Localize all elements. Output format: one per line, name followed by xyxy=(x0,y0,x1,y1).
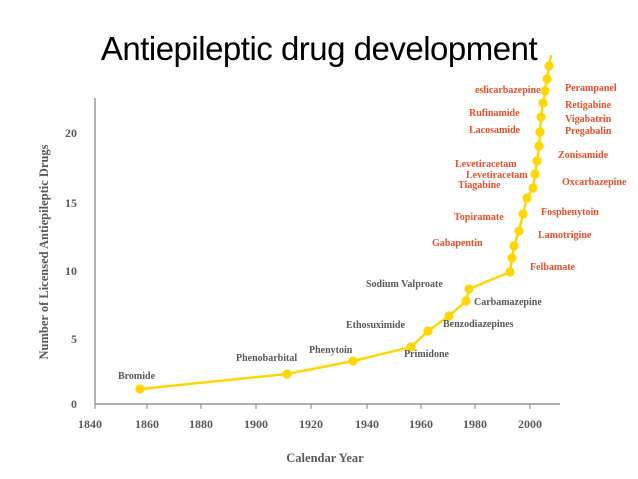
point-label: Benzodiazepines xyxy=(443,319,514,330)
data-point xyxy=(282,369,292,379)
data-point xyxy=(509,241,519,251)
point-label: Phenobarbital xyxy=(236,353,297,364)
x-tick-label: 1940 xyxy=(355,417,379,431)
data-point xyxy=(542,74,552,84)
data-point xyxy=(348,356,358,366)
y-tick-label: 20 xyxy=(65,126,77,140)
point-label: Perampanel xyxy=(565,83,617,94)
point-label: Lamotrigine xyxy=(538,230,592,241)
point-label: Retigabine xyxy=(565,100,612,111)
data-point xyxy=(406,342,416,352)
x-tick-label: 1840 xyxy=(78,417,102,431)
data-point xyxy=(532,156,542,166)
data-point xyxy=(540,86,550,96)
data-point xyxy=(461,296,471,306)
x-axis-label: Calendar Year xyxy=(286,451,364,465)
data-point xyxy=(444,311,454,321)
data-point xyxy=(464,284,474,294)
slide-title: Antiepileptic drug development xyxy=(100,30,538,67)
data-point xyxy=(514,226,524,236)
x-tick-label: 2000 xyxy=(518,417,542,431)
data-point xyxy=(135,384,145,394)
point-label: Topiramate xyxy=(454,212,504,223)
point-label: Carbamazepine xyxy=(474,297,542,308)
y-tick-label: 10 xyxy=(65,264,77,278)
point-label: Vigabatrin xyxy=(565,114,612,125)
point-label: Bromide xyxy=(118,371,156,382)
point-label: Lacosamide xyxy=(469,125,521,136)
data-point xyxy=(528,183,538,193)
point-label: Levetiracetam xyxy=(466,170,528,181)
data-point xyxy=(530,169,540,179)
point-label: Primidone xyxy=(404,349,450,360)
data-point xyxy=(535,127,545,137)
data-point xyxy=(536,112,546,122)
chart-ticks: 1840 1860 1880 1900 1920 1940 1960 1980 2000 0 5 10… xyxy=(65,126,542,431)
data-point xyxy=(507,253,517,263)
point-label: Levetiracetam xyxy=(455,159,517,170)
data-point xyxy=(522,193,532,203)
x-tick-label: 1980 xyxy=(463,417,487,431)
point-label: Phenytoin xyxy=(309,345,353,356)
chart-series xyxy=(135,54,554,394)
y-tick-label: 0 xyxy=(71,397,77,411)
x-tick-label: 1860 xyxy=(135,417,159,431)
chart-axes xyxy=(94,98,560,405)
data-point xyxy=(534,141,544,151)
point-label: Rufinamide xyxy=(469,108,520,119)
point-label: Gabapentin xyxy=(432,238,483,249)
point-label: Sodium Valproate xyxy=(366,279,443,290)
point-label: Zonisamide xyxy=(558,150,609,161)
y-tick-label: 5 xyxy=(71,332,77,346)
x-tick-label: 1900 xyxy=(244,417,268,431)
point-label: Oxcarbazepine xyxy=(562,177,627,188)
data-point xyxy=(518,209,528,219)
x-tick-label: 1960 xyxy=(409,417,433,431)
data-point xyxy=(538,98,548,108)
x-tick-label: 1920 xyxy=(299,417,323,431)
point-label: Felbamate xyxy=(530,262,576,273)
y-axis-label: Number of Licensed Antiepileptic Drugs xyxy=(37,144,51,359)
data-point xyxy=(505,267,515,277)
point-label: Tiagabine xyxy=(458,180,501,191)
x-tick-label: 1880 xyxy=(189,417,213,431)
point-label: Fosphenytoin xyxy=(541,207,599,218)
point-label: eslicarbazepine xyxy=(475,85,541,96)
data-point xyxy=(544,61,554,71)
chart-point-labels: Bromide Phenobarbital Phenytoin Primidone Et… xyxy=(118,83,627,382)
point-label: Ethosuximide xyxy=(346,320,405,331)
y-tick-label: 15 xyxy=(65,196,77,210)
point-label: Pregabalin xyxy=(565,126,612,137)
data-point xyxy=(423,326,433,336)
